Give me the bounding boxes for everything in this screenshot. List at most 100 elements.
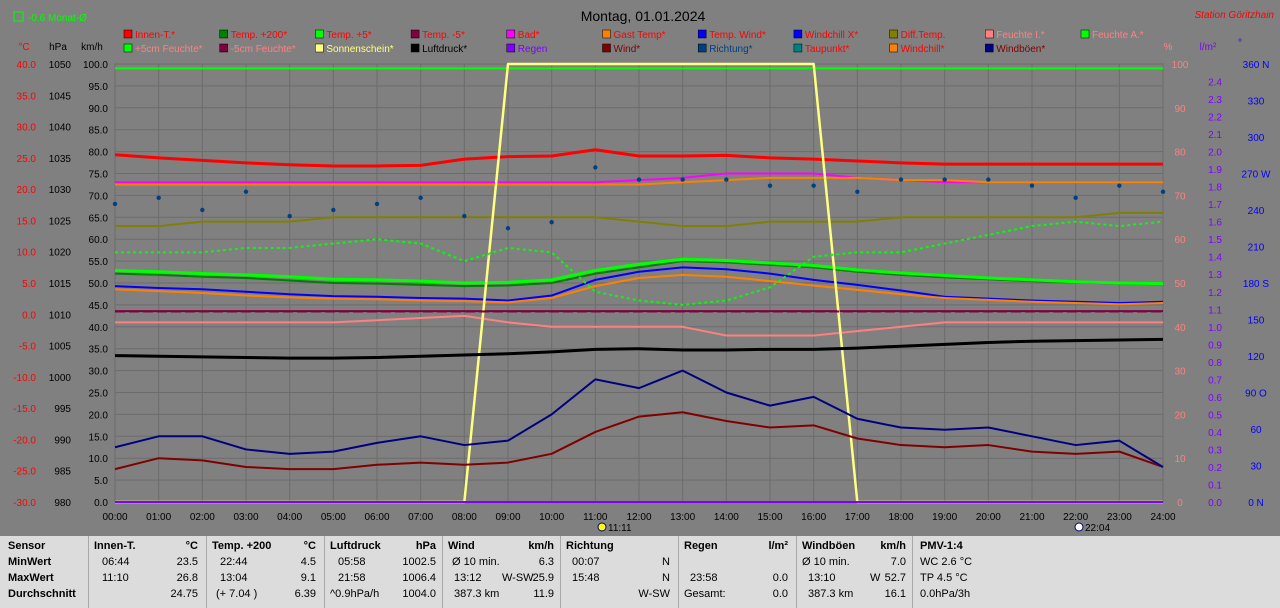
boeen-min-time: Ø 10 min. — [802, 556, 850, 568]
boeen-max-dir: W — [870, 572, 881, 584]
direction-tick-label: 30 — [1250, 462, 1262, 473]
rain-tick-label: 0.5 — [1208, 410, 1222, 421]
time-tick-label: 00:00 — [102, 512, 127, 523]
legend-label: +5cm Feuchte* — [135, 44, 203, 55]
kmh-tick-label: 85.0 — [89, 126, 109, 137]
druck-min-time: 05:58 — [338, 556, 366, 568]
direction-point — [1029, 183, 1035, 188]
time-tick-label: 23:00 — [1107, 512, 1132, 523]
weather-chart: 100.095.090.085.080.075.070.065.060.055.… — [13, 8, 1275, 534]
wind-min-time: Ø 10 min. — [452, 556, 500, 568]
richtung-min-time: 00:07 — [572, 556, 600, 568]
direction-point — [1160, 189, 1166, 194]
rain-tick-label: 2.3 — [1208, 95, 1222, 106]
direction-tick-label: 210 — [1248, 243, 1265, 254]
pmv-title: PMV-1:4 — [920, 540, 963, 552]
kmh-tick-label: 60.0 — [89, 235, 109, 246]
time-tick-label: 08:00 — [452, 512, 477, 523]
stats-innen: Innen-T. °C 06:44 23.5 11:10 26.8 24.75 — [94, 540, 202, 604]
rain-tick-label: 0.0 — [1208, 498, 1222, 509]
stats-divider — [324, 536, 325, 608]
legend-swatch — [315, 29, 324, 39]
direction-tick-label: 90 O — [1245, 389, 1267, 400]
series-layer — [112, 62, 1166, 504]
legend-swatch — [506, 43, 516, 53]
time-tick-label: 11:00 — [583, 512, 608, 523]
legend-label: Diff.Temp. — [901, 30, 946, 41]
wind-max-value: 25.9 — [532, 572, 554, 584]
stats-divider — [206, 536, 207, 608]
regen-unit: l/m² — [768, 540, 788, 552]
celsius-tick-label: -15.0 — [13, 404, 36, 415]
legend-swatch — [219, 43, 228, 53]
direction-point — [767, 183, 773, 188]
time-tick-label: 02:00 — [190, 512, 215, 523]
richtung-title: Richtung — [566, 540, 614, 552]
time-tick-label: 12:00 — [626, 512, 651, 523]
series-line — [114, 266, 1164, 305]
hpa-tick-label: 1045 — [49, 91, 72, 102]
legend-label: Wind* — [614, 44, 641, 55]
kmh-tick-label: 5.0 — [94, 476, 108, 487]
temp-min-value: 4.5 — [300, 556, 316, 568]
legend-label: Windböen* — [996, 44, 1045, 55]
rain-tick-label: 1.4 — [1208, 253, 1222, 264]
hpa-tick-label: 980 — [54, 498, 71, 509]
stats-labels: Sensor MinWert MaxWert Durchschnitt — [8, 540, 88, 604]
station-name: Station Göritzhain — [1195, 10, 1275, 21]
time-tick-label: 09:00 — [495, 512, 520, 523]
direction-point — [593, 165, 598, 170]
legend-label: Temp. Wind* — [709, 30, 766, 41]
regen-avg-label: Gesamt: — [684, 588, 726, 600]
rain-tick-label: 2.1 — [1208, 130, 1222, 141]
time-tick-label: 13:00 — [670, 512, 695, 523]
regen-max-value: 0.0 — [772, 572, 788, 584]
hpa-tick-label: 985 — [54, 467, 71, 478]
direction-point — [942, 177, 947, 182]
series-line — [115, 220, 1164, 306]
celsius-tick-label: 15.0 — [17, 216, 37, 227]
celsius-tick-label: -25.0 — [13, 467, 36, 478]
rain-tick-label: 1.3 — [1208, 270, 1222, 281]
legend-swatch — [889, 43, 898, 53]
time-tick-label: 05:00 — [321, 512, 346, 523]
statistics-panel: Sensor MinWert MaxWert Durchschnitt Inne… — [0, 536, 1280, 608]
celsius-tick-label: 35.0 — [17, 91, 37, 102]
stats-druck: Luftdruck hPa 05:58 1002.5 21:58 1006.4 ^0.… — [330, 540, 440, 604]
direction-point — [724, 177, 729, 182]
series-line — [114, 273, 1164, 306]
time-tick-label: 06:00 — [364, 512, 389, 523]
time-tick-label: 24:00 — [1150, 512, 1175, 523]
boeen-max-value: 52.7 — [884, 572, 906, 584]
percent-tick-label: 70 — [1174, 191, 1186, 202]
boeen-title: Windböen — [802, 540, 856, 552]
temp-avg-value: 6.39 — [294, 588, 316, 600]
hpa-tick-label: 1000 — [49, 373, 72, 384]
rain-tick-label: 2.4 — [1208, 78, 1222, 89]
series-line — [115, 176, 1163, 186]
legend-swatch — [506, 29, 516, 39]
legend-swatch — [123, 43, 133, 53]
moonrise-time: 22:04 — [1085, 523, 1110, 534]
legend-label: Feuchte A.* — [1092, 30, 1144, 41]
rain-tick-label: 2.2 — [1208, 113, 1222, 124]
legend-label: Feuchte I.* — [996, 30, 1044, 41]
temp-avg-note: (+ 7.04 ) — [216, 588, 258, 600]
rain-tick-label: 1.0 — [1208, 323, 1222, 334]
direction-point — [549, 219, 554, 225]
legend-label: Innen-T.* — [135, 30, 175, 41]
rain-tick-label: 0.6 — [1208, 393, 1222, 404]
monat-box-icon — [13, 11, 24, 22]
innen-unit: °C — [185, 540, 198, 552]
stats-wind: Wind km/h Ø 10 min. 6.3 13:12 W-SW 25.9 387.… — [448, 540, 558, 604]
druck-avg-value: 1004.0 — [402, 588, 436, 600]
direction-tick-label: 150 — [1248, 316, 1265, 327]
stats-richtung: Richtung 00:07 N 15:48 N W-SW — [566, 540, 674, 604]
rain-tick-label: 1.5 — [1208, 235, 1222, 246]
boeen-avg-value: 16.1 — [884, 588, 906, 600]
time-tick-label: 10:00 — [539, 512, 564, 523]
wind-max-time: 13:12 — [454, 572, 482, 584]
legend-label: Taupunkt* — [805, 44, 850, 55]
kmh-tick-label: 30.0 — [89, 367, 109, 378]
stats-boeen: Windböen km/h Ø 10 min. 7.0 13:10 W 52.7 387… — [802, 540, 910, 604]
